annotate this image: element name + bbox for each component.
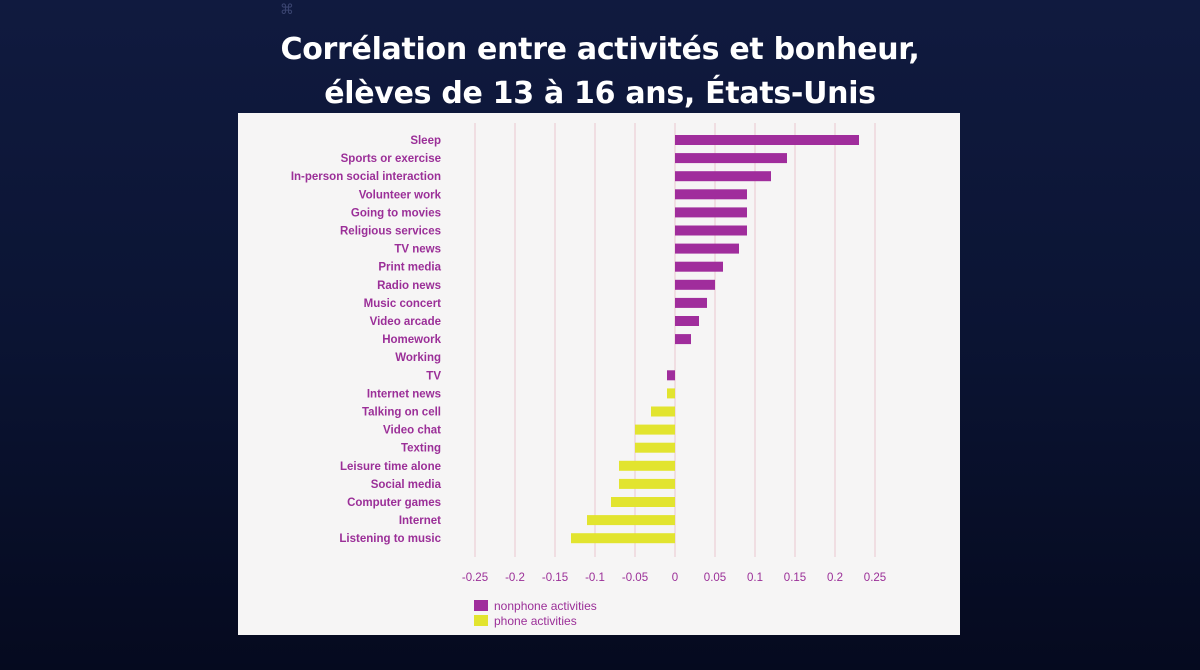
category-label: Social media — [371, 479, 442, 491]
x-tick-label: 0.15 — [784, 572, 806, 584]
bar — [675, 225, 747, 236]
legend-item-nonphone: nonphone activities — [474, 598, 597, 613]
bar — [651, 406, 675, 417]
bar — [635, 442, 675, 453]
category-label: Listening to music — [339, 533, 441, 545]
category-label: In-person social interaction — [291, 171, 441, 183]
title-line-2: élèves de 13 à 16 ans, États-Unis — [324, 76, 876, 111]
bar — [675, 135, 859, 145]
x-tick-label: 0 — [672, 572, 678, 584]
category-label: Video chat — [383, 425, 441, 437]
category-label: Volunteer work — [359, 189, 442, 201]
category-label: TV — [426, 370, 441, 382]
category-label: Leisure time alone — [340, 461, 441, 473]
bar — [675, 279, 715, 290]
bar — [675, 261, 723, 272]
bar — [675, 153, 787, 164]
bar — [675, 243, 739, 254]
category-label: Working — [395, 352, 441, 364]
bar — [675, 316, 699, 326]
category-label: Music concert — [364, 298, 441, 310]
bar — [675, 171, 771, 182]
slide-title: Corrélation entre activités et bonheur, … — [0, 28, 1200, 116]
x-tick-label: -0.25 — [462, 572, 488, 584]
category-label: Religious services — [340, 226, 441, 238]
category-label: Sleep — [410, 135, 441, 147]
bar — [619, 460, 675, 471]
bar — [611, 497, 675, 507]
x-tick-label: 0.1 — [747, 572, 763, 584]
category-label: Internet — [399, 515, 441, 527]
category-label: Radio news — [377, 280, 441, 292]
bar-chart: Sleep Sports or exercise In-person social … — [291, 123, 886, 584]
bar — [675, 207, 747, 218]
bar — [675, 297, 707, 308]
category-label: Sports or exercise — [341, 153, 441, 165]
x-tick-label: 0.25 — [864, 572, 886, 584]
logo-icon: ⌘ — [280, 2, 294, 18]
bar — [667, 370, 675, 381]
legend-swatch-phone — [474, 615, 488, 626]
x-tick-label: 0.2 — [827, 572, 843, 584]
legend-swatch-nonphone — [474, 600, 488, 611]
bar — [667, 388, 675, 399]
title-line-1: Corrélation entre activités et bonheur, — [280, 32, 920, 67]
bar — [635, 424, 675, 435]
chart-panel: Sleep Sports or exercise In-person social … — [238, 113, 960, 635]
legend-label-nonphone: nonphone activities — [494, 598, 597, 613]
x-tick-label: -0.05 — [622, 572, 648, 584]
x-tick-label: -0.15 — [542, 572, 568, 584]
bar — [675, 189, 747, 200]
bar — [619, 478, 675, 489]
legend: nonphone activities phone activities — [474, 598, 597, 628]
category-label: Talking on cell — [362, 407, 441, 419]
category-label: Print media — [378, 262, 441, 274]
category-label: Computer games — [347, 497, 441, 509]
category-label: Video arcade — [370, 316, 441, 328]
category-label: Texting — [401, 443, 441, 455]
x-tick-label: -0.2 — [505, 572, 525, 584]
x-tick-label: -0.1 — [585, 572, 605, 584]
category-label: Homework — [382, 334, 441, 346]
legend-label-phone: phone activities — [494, 613, 577, 628]
bar — [587, 515, 675, 526]
x-tick-label: 0.05 — [704, 572, 726, 584]
category-label: Going to movies — [351, 207, 441, 219]
bar — [675, 334, 691, 345]
category-label: TV news — [394, 244, 441, 256]
category-label: Internet news — [367, 388, 441, 400]
legend-item-phone: phone activities — [474, 613, 597, 628]
bar — [571, 533, 675, 544]
